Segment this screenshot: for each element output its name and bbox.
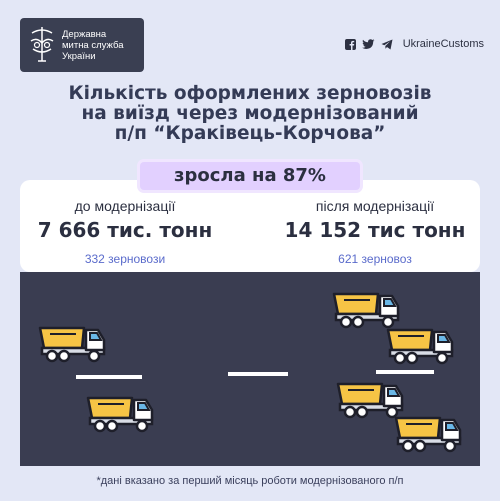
lane-marking xyxy=(376,370,434,374)
logo-line-2: митна служба xyxy=(62,39,124,51)
before-column: до модернізації 7 666 тис. тонн 332 зерн… xyxy=(30,198,220,266)
truck-icon xyxy=(386,324,456,366)
footnote: *дані вказано за перший місяць роботи мо… xyxy=(96,475,404,487)
lane-marking xyxy=(228,372,288,376)
logo-line-1: Державна xyxy=(62,28,107,40)
logo-line-3: України xyxy=(62,50,96,62)
before-value: 7 666 тис. тонн xyxy=(37,218,213,242)
customs-emblem-icon xyxy=(30,27,54,62)
road-illustration xyxy=(20,272,480,466)
before-trucks: 332 зерновози xyxy=(84,252,166,266)
after-trucks: 621 зерновоз xyxy=(338,252,412,266)
customs-logo: Державна митна служба України xyxy=(20,18,144,72)
before-label: до модернізації xyxy=(74,198,176,214)
stats-card xyxy=(20,180,480,272)
growth-badge: зросла на 87% xyxy=(140,162,360,190)
facebook-icon[interactable] xyxy=(344,38,356,50)
twitter-icon[interactable] xyxy=(361,38,375,50)
truck-icon xyxy=(394,412,464,454)
truck-icon xyxy=(86,392,156,434)
after-value: 14 152 тис тонн xyxy=(284,218,466,242)
telegram-icon[interactable] xyxy=(381,39,393,50)
truck-icon xyxy=(38,322,108,364)
logo-text: Державна митна служба України xyxy=(62,29,123,62)
after-label: після модернізації xyxy=(315,198,435,214)
title-line-1: Кількість оформлених зерновозів xyxy=(68,83,432,104)
social-handle[interactable]: UkraineCustoms xyxy=(402,38,484,50)
title-line-2: на виїзд через модернізований xyxy=(81,103,419,124)
page-title: Кількість оформлених зерновозів на виїзд… xyxy=(0,84,500,144)
after-column: після модернізації 14 152 тис тонн 621 з… xyxy=(280,198,470,266)
social-links: UkraineCustoms xyxy=(344,38,484,50)
title-line-3: п/п “Краківець-Корчова” xyxy=(114,123,386,144)
lane-marking xyxy=(76,375,142,379)
